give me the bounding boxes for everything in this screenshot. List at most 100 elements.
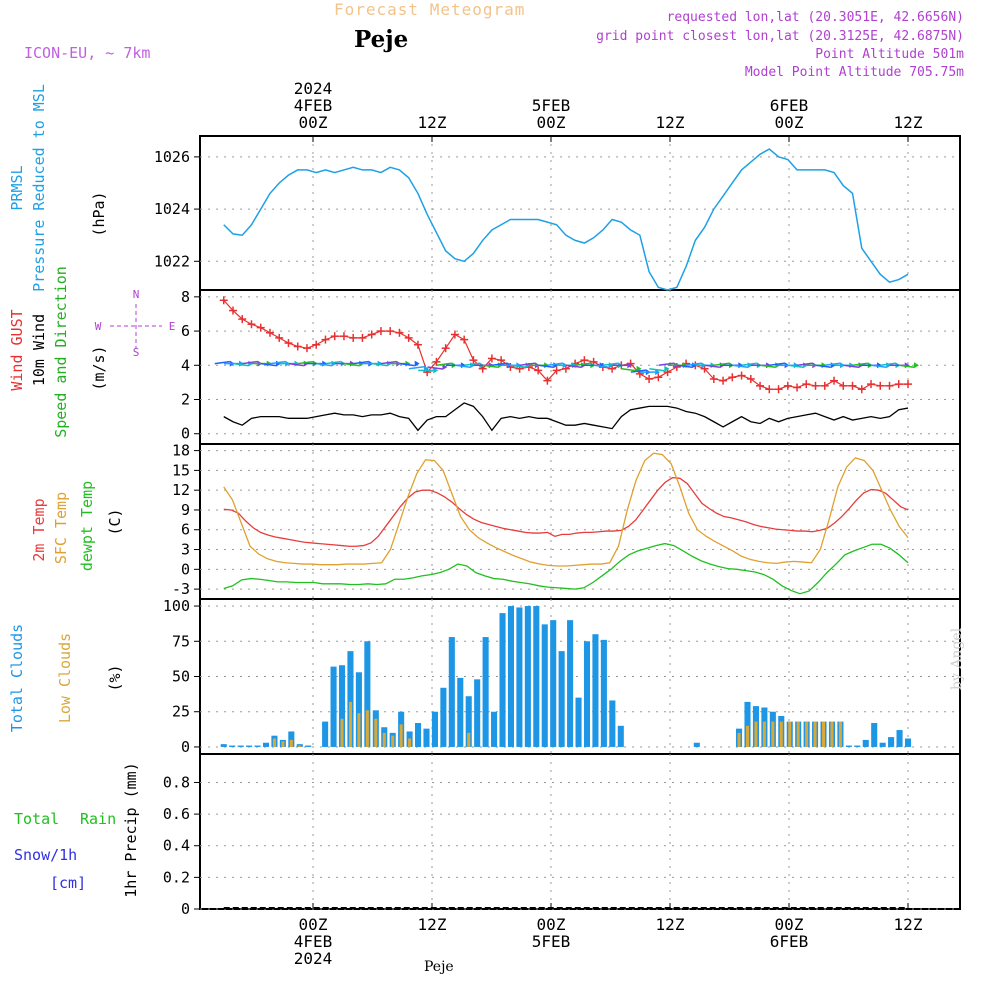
wind-direction-arrow <box>408 365 425 370</box>
label-rain: Rain <box>80 810 116 828</box>
total-cloud-bar <box>592 634 599 747</box>
y-tick-label-temperature: 0 <box>181 560 190 578</box>
total-cloud-bar <box>423 728 430 747</box>
wind-direction-arrow <box>852 362 868 367</box>
low-cloud-bar <box>357 713 361 747</box>
pressure-line <box>223 148 909 291</box>
low-cloud-bar <box>830 721 834 747</box>
wind-direction-arrow <box>593 364 609 369</box>
total-cloud-bar <box>845 745 852 747</box>
y-tick-label-temperature: 15 <box>172 461 190 479</box>
wind-arrow-head <box>904 362 910 369</box>
wind-direction-arrow <box>325 360 341 365</box>
wind-direction-arrow <box>482 364 499 369</box>
temp-sfc-line <box>223 452 909 567</box>
compass-s: S <box>133 346 140 359</box>
low-cloud-bar <box>805 721 809 747</box>
total-cloud-bar <box>904 738 912 747</box>
label-sfc-temp: SFC Temp <box>52 492 70 564</box>
y-tick-label-temperature: 6 <box>181 521 190 539</box>
wind-direction-arrow <box>464 362 480 367</box>
low-cloud-bar <box>348 701 352 747</box>
label-total-clouds: Total Clouds <box>8 624 26 732</box>
total-cloud-bar <box>609 700 616 747</box>
y-tick-label-temperature: 3 <box>181 541 190 559</box>
wind-direction-arrow <box>510 364 526 369</box>
label-wind-gust: Wind GUST <box>8 309 26 390</box>
label-10m-wind: 10m Wind <box>30 314 48 386</box>
label-prmsl: PRMSL <box>8 165 26 210</box>
panel-frame-precipitation <box>199 753 961 910</box>
top-time-tick-label: 12Z <box>894 113 923 132</box>
wind-direction-arrow <box>843 364 859 369</box>
wind-direction-arrow <box>566 364 582 369</box>
low-cloud-bar <box>408 738 412 747</box>
wind-direction-arrow <box>815 364 831 369</box>
label-pressure-reduced: Pressure Reduced to MSL <box>30 84 48 292</box>
wind-direction-arrow <box>436 362 452 367</box>
low-cloud-bar <box>745 725 750 747</box>
low-cloud-bar <box>272 738 276 747</box>
low-cloud-bar <box>762 721 766 747</box>
y-tick-label-temperature: 18 <box>172 442 190 460</box>
label-celsius: (C) <box>106 508 124 535</box>
total-cloud-bar <box>482 637 489 747</box>
label-1hr-precip: 1hr Precip (mm) <box>122 762 140 897</box>
low-cloud-bar <box>754 721 758 747</box>
total-cloud-bar <box>347 651 354 747</box>
wind-direction-arrow <box>538 364 554 369</box>
y-tick-label-temperature: -3 <box>172 580 190 598</box>
wind-direction-arrow <box>621 367 637 372</box>
wind-direction-arrow <box>676 364 693 369</box>
total-cloud-bar <box>567 620 574 747</box>
wind-arrow-head <box>636 365 642 372</box>
bottom-time-tick-label: 12Z <box>418 915 447 934</box>
bottom-time-tick-label: 00Z <box>299 915 328 934</box>
wind-direction-arrow <box>787 364 804 369</box>
wind-direction-arrow <box>455 364 471 369</box>
label-total: Total <box>14 810 59 828</box>
total-cloud-bar <box>879 742 886 747</box>
low-cloud-bar <box>365 710 369 747</box>
wind-direction-arrow <box>824 362 841 367</box>
total-cloud-bar <box>246 745 253 747</box>
low-cloud-bar <box>399 724 403 747</box>
total-cloud-bar <box>507 606 515 747</box>
wind-arrow-head <box>664 365 670 372</box>
total-cloud-bar <box>229 745 236 747</box>
y-tick-label-temperature: 12 <box>172 481 190 499</box>
wind-direction-arrow <box>769 362 785 367</box>
wind-speed-line <box>223 402 909 432</box>
top-time-tick-label: 00Z <box>537 113 566 132</box>
wind-direction-arrow <box>492 362 508 367</box>
total-cloud-bar <box>330 666 337 747</box>
wind-direction-arrow <box>658 362 674 367</box>
requested-coords: requested lon,lat (20.3051E, 42.6656N) <box>666 10 964 25</box>
wind-arrow-head <box>627 362 633 369</box>
total-cloud-bar <box>744 701 751 747</box>
wind-direction-arrow <box>686 362 702 367</box>
panel-frame-pressure <box>199 135 961 291</box>
y-tick-label-clouds: 75 <box>172 632 190 650</box>
low-cloud-bar <box>391 735 395 747</box>
low-cloud-bar <box>281 741 285 747</box>
location-title: Peje <box>354 26 409 53</box>
total-cloud-bar <box>550 620 557 747</box>
total-cloud-bar <box>558 651 565 747</box>
wind-direction-arrow <box>741 362 757 367</box>
label-hpa: (hPa) <box>90 191 108 236</box>
wind-direction-arrow <box>760 364 776 369</box>
total-cloud-bar <box>415 723 422 747</box>
top-time-tick-label: 00Z <box>299 113 328 132</box>
total-cloud-bar <box>322 721 329 747</box>
total-cloud-bar <box>617 725 624 747</box>
footer-location: Peje <box>424 959 454 975</box>
wind-direction-arrow <box>371 362 388 367</box>
low-cloud-bar <box>382 732 386 747</box>
low-cloud-bar <box>289 739 293 747</box>
model-label: ICON-EU, ~ 7km <box>24 44 151 62</box>
y-tick-label-wind: 6 <box>181 322 190 340</box>
top-time-tick-label: 4FEB <box>294 96 333 115</box>
total-cloud-bar <box>896 730 903 747</box>
credit-watermark: by Angel <box>949 627 965 690</box>
